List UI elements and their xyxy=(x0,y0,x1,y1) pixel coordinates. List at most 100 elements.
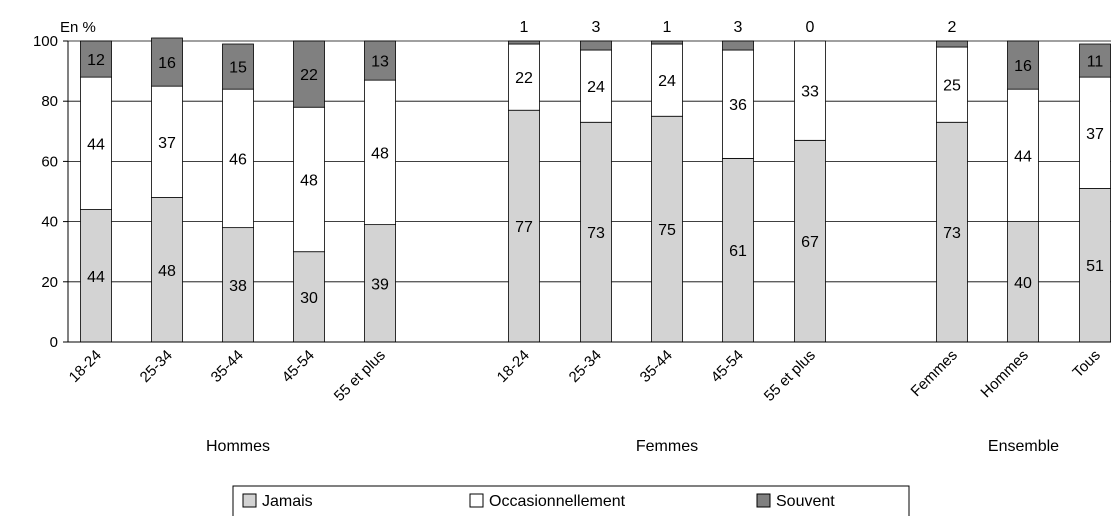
x-tick-label: 55 et plus xyxy=(331,347,389,405)
data-label: 25 xyxy=(943,78,961,95)
x-tick-label: 25-34 xyxy=(137,347,176,386)
bar-segment-jamais xyxy=(722,157,754,343)
data-label: 33 xyxy=(801,84,819,101)
bar-segment-jamais xyxy=(364,224,396,343)
data-label: 3 xyxy=(592,19,601,36)
bar-segment-occasionnellement xyxy=(1079,76,1111,189)
group-label: Hommes xyxy=(206,438,270,455)
data-label: 13 xyxy=(371,54,389,71)
data-label: 48 xyxy=(300,172,318,189)
data-label: 75 xyxy=(658,222,676,239)
y-tick-label: 80 xyxy=(41,93,58,110)
legend: Jamais Occasionnellement Souvent xyxy=(232,485,910,516)
y-tick-label: 0 xyxy=(50,334,58,351)
bar-segment-jamais xyxy=(936,121,968,343)
y-tick-label: 20 xyxy=(41,274,58,291)
bar-segment-souvent xyxy=(1079,43,1111,78)
legend-label: Jamais xyxy=(262,493,313,510)
data-label: 11 xyxy=(1087,54,1104,71)
x-tick-label: 25-34 xyxy=(566,347,605,386)
data-label: 38 xyxy=(229,278,247,295)
x-tick-label: 35-44 xyxy=(208,347,247,386)
bar-segment-occasionnellement xyxy=(508,43,540,111)
data-label: 0 xyxy=(806,19,815,36)
bar-segment-souvent xyxy=(364,40,396,81)
bar-segment-souvent xyxy=(80,40,112,78)
data-label: 2 xyxy=(948,19,957,36)
bar-layer xyxy=(80,37,1111,343)
bar-segment-souvent xyxy=(936,40,968,48)
bar-segment-jamais xyxy=(80,209,112,343)
data-label: 36 xyxy=(729,97,747,114)
legend-label: Souvent xyxy=(776,493,835,510)
y-axis-label: En % xyxy=(60,19,96,36)
bar-segment-occasionnellement xyxy=(222,88,254,229)
y-tick-label: 40 xyxy=(41,214,58,231)
data-label: 16 xyxy=(158,55,176,72)
x-tick-label: 45-54 xyxy=(279,347,318,386)
bar-segment-souvent xyxy=(508,40,540,45)
bar-segment-occasionnellement xyxy=(364,79,396,226)
data-label: 15 xyxy=(229,60,247,77)
y-tick-label: 60 xyxy=(41,153,58,170)
data-label: 1 xyxy=(663,19,672,36)
data-label: 46 xyxy=(229,151,247,168)
x-tick-label: 18-24 xyxy=(66,347,105,386)
bar-segment-souvent xyxy=(651,40,683,45)
legend-box xyxy=(232,485,910,516)
x-tick-label: 18-24 xyxy=(494,347,533,386)
bar-segment-souvent xyxy=(222,43,254,90)
data-label: 51 xyxy=(1086,258,1104,275)
data-label: 37 xyxy=(1086,126,1104,143)
label-layer: 4444124837163846153048223948137722173243… xyxy=(87,19,1104,307)
y-tick-label: 100 xyxy=(33,33,58,50)
legend-swatch xyxy=(469,493,484,508)
bar-segment-occasionnellement xyxy=(293,106,325,253)
data-label: 48 xyxy=(158,263,176,280)
data-label: 22 xyxy=(300,67,318,84)
data-label: 77 xyxy=(515,219,533,236)
data-label: 16 xyxy=(1014,58,1032,75)
data-label: 24 xyxy=(658,73,676,90)
x-tick-label: 35-44 xyxy=(637,347,676,386)
group-label: Ensemble xyxy=(988,438,1059,455)
data-label: 37 xyxy=(158,135,176,152)
data-label: 22 xyxy=(515,70,533,87)
bar-segment-jamais xyxy=(293,251,325,343)
data-label: 48 xyxy=(371,145,389,162)
data-label: 24 xyxy=(587,79,605,96)
data-label: 73 xyxy=(943,225,961,242)
bar-segment-souvent xyxy=(580,40,612,51)
bar-segment-occasionnellement xyxy=(722,49,754,159)
data-label: 40 xyxy=(1014,275,1032,292)
data-label: 44 xyxy=(87,136,105,153)
bar-segment-occasionnellement xyxy=(936,46,968,123)
bar-segment-souvent xyxy=(722,40,754,51)
bar-segment-souvent xyxy=(293,40,325,108)
bar-segment-souvent xyxy=(151,37,183,87)
legend-swatch xyxy=(756,493,771,508)
data-label: 73 xyxy=(587,225,605,242)
bar-segment-occasionnellement xyxy=(580,49,612,123)
bar-segment-jamais xyxy=(508,109,540,343)
bar-segment-occasionnellement xyxy=(651,43,683,117)
data-label: 44 xyxy=(87,269,105,286)
legend-label: Occasionnellement xyxy=(489,493,626,510)
x-tick-label: 45-54 xyxy=(708,347,747,386)
data-label: 67 xyxy=(801,234,819,251)
bar-segment-occasionnellement xyxy=(794,40,826,141)
legend-swatch xyxy=(242,493,257,508)
x-tick-label: Hommes xyxy=(977,347,1031,401)
bar-segment-occasionnellement xyxy=(80,76,112,210)
bar-segment-souvent xyxy=(1007,40,1039,90)
x-tick-label: 55 et plus xyxy=(761,347,819,405)
bar-segment-jamais xyxy=(222,227,254,343)
data-label: 12 xyxy=(87,52,105,69)
x-tick-label: Femmes xyxy=(908,347,961,400)
x-tick-label: Tous xyxy=(1069,347,1103,381)
data-label: 1 xyxy=(520,19,529,36)
data-label: 30 xyxy=(300,290,318,307)
bar-segment-jamais xyxy=(794,139,826,343)
